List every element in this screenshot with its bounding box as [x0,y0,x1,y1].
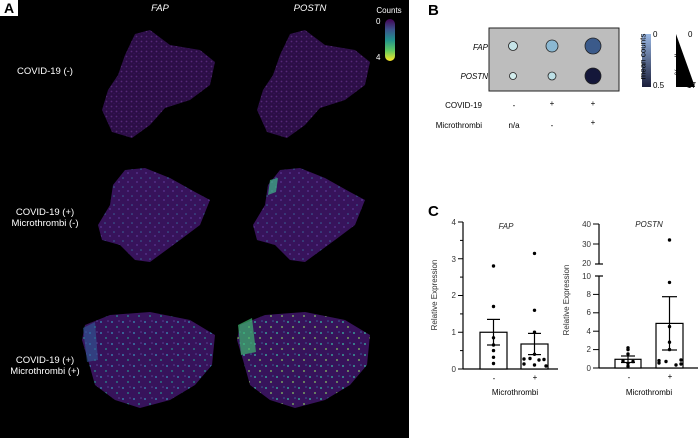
mean-counts-min: 0 [653,30,658,39]
covid-value-3: + [590,99,596,108]
covid-value-2: + [549,99,555,108]
colorbar-max-label: 4 [376,53,381,62]
svg-text:30: 30 [582,240,591,249]
tissue-blob-fap-covid-pos-mt-pos [82,312,215,408]
colorbar-title: Counts [376,6,402,15]
column-header-postn: POSTN [293,3,327,14]
svg-text:1: 1 [452,328,457,337]
microthrombi-value-1: n/a [508,121,520,130]
row-label-covid-pos-mt-neg: COVID-19 (+) Microthrombi (-) [11,207,79,229]
svg-text:2: 2 [587,345,592,354]
column-header-fap: FAP [151,3,169,14]
svg-text:0: 0 [587,364,592,373]
svg-text:6: 6 [587,308,592,317]
dotplot-gene-fap: FAP [473,43,488,52]
dotplot-gene-postn: POSTN [460,72,488,81]
postn-xlabel: Microthrombi [625,388,673,397]
covid-value-1: - [512,101,516,110]
svg-text:Relative Expression: Relative Expression [430,260,439,331]
pct-cells-min: 0 [688,30,693,39]
pct-cells-title: % cells [673,49,683,76]
svg-text:0: 0 [452,365,457,374]
row-label-covid-pos-mt-pos: COVID-19 (+) Microthrombi (+) [10,355,80,377]
panel-a-letter: A [0,0,18,16]
mean-counts-gradient [642,34,651,87]
dot-fap-2 [545,39,559,53]
pct-cells-max: 17 [687,81,696,90]
panel-c-letter: C [428,203,439,220]
svg-text:Relative Expression: Relative Expression [562,265,571,336]
dot-postn-2 [547,71,557,81]
fap-group-label-pos: + [532,373,538,382]
fap-bar-chart: FAP 4 3 2 1 0 Relative Expression [430,218,558,374]
panel-b-letter: B [428,2,439,19]
colorbar-min-label: 0 [376,17,381,26]
svg-text:FAP: FAP [499,222,515,231]
tissue-blob-fap-covid-neg [102,30,215,138]
dot-postn-3 [584,67,602,85]
fap-group-label-neg: - [492,374,496,383]
postn-group-label-pos: + [667,372,673,381]
microthrombi-value-2: - [550,121,554,130]
pct-cells-wedge [676,34,695,87]
tissue-blob-postn-covid-pos-mt-neg [253,168,365,262]
tissue-blob-fap-covid-pos-mt-neg [98,168,210,262]
tissue-blob-postn-covid-pos-mt-pos [237,312,370,408]
svg-text:3: 3 [452,255,457,264]
svg-text:8: 8 [587,290,592,299]
svg-text:40: 40 [582,220,591,229]
row-label-covid-neg: COVID-19 (-) [17,66,73,77]
panel-a-spatial-plots: A FAP POSTN COVID-19 (-) COVID-19 (+) Mi… [0,0,409,438]
svg-text:10: 10 [582,272,591,281]
dot-fap-1 [508,41,518,51]
fap-xlabel: Microthrombi [491,388,539,397]
mean-counts-max: 0.5 [653,81,665,90]
dot-fap-3 [584,37,602,55]
condition-label-covid: COVID-19 [445,101,482,110]
svg-text:2: 2 [452,291,457,300]
svg-text:POSTN: POSTN [635,220,663,229]
mean-counts-title: mean counts [638,33,648,80]
microthrombi-value-3: + [590,118,596,127]
dot-postn-1 [509,72,517,80]
postn-group-label-neg: - [627,373,631,382]
tissue-blob-postn-covid-neg [257,30,370,138]
svg-text:20: 20 [582,259,591,268]
condition-label-microthrombi: Microthrombi [435,121,482,130]
counts-colorbar [385,19,395,61]
spatial-scatter-plots [82,30,370,408]
panel-b-dot-plot [488,27,695,92]
svg-text:4: 4 [452,218,457,227]
svg-text:4: 4 [587,327,592,336]
